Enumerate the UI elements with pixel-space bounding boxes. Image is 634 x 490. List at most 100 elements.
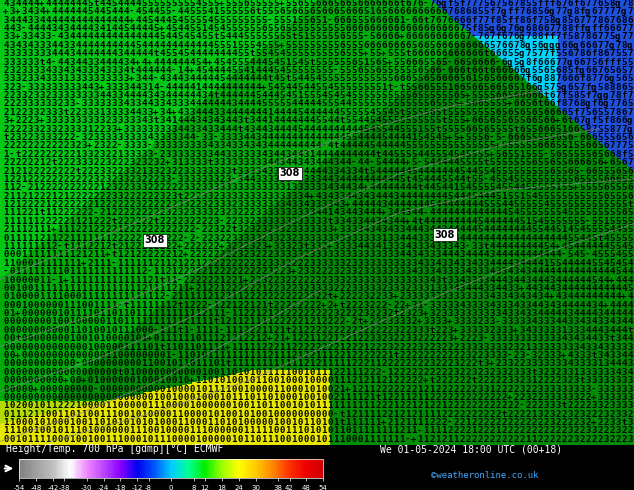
Text: 1: 1 xyxy=(339,435,344,444)
Text: 8: 8 xyxy=(531,7,536,16)
Text: 4: 4 xyxy=(429,167,434,175)
Text: 2: 2 xyxy=(309,351,314,360)
Text: 1: 1 xyxy=(117,259,122,268)
Text: f: f xyxy=(525,74,531,83)
Text: 3: 3 xyxy=(207,133,212,142)
Text: 0: 0 xyxy=(213,368,218,377)
Text: 6: 6 xyxy=(423,49,429,58)
Text: 1: 1 xyxy=(429,426,434,436)
Text: 1: 1 xyxy=(333,435,339,444)
Text: 7: 7 xyxy=(621,142,626,150)
Text: 3: 3 xyxy=(255,175,261,184)
Text: f: f xyxy=(603,116,609,125)
Text: 6: 6 xyxy=(453,66,458,75)
Text: 0: 0 xyxy=(93,426,98,436)
Text: 4: 4 xyxy=(519,309,524,318)
Text: 4: 4 xyxy=(303,116,308,125)
Text: 2: 2 xyxy=(507,435,512,444)
Text: 4: 4 xyxy=(447,217,453,226)
Text: 4: 4 xyxy=(201,99,207,108)
Text: 2: 2 xyxy=(207,225,212,234)
Text: 1: 1 xyxy=(261,368,266,377)
Text: 5: 5 xyxy=(213,41,218,50)
Text: 3: 3 xyxy=(69,124,74,134)
Text: 5: 5 xyxy=(291,91,296,100)
Text: 2: 2 xyxy=(159,242,164,251)
Text: 2: 2 xyxy=(387,326,392,335)
Text: 8: 8 xyxy=(561,99,566,108)
Text: 2: 2 xyxy=(135,158,140,167)
Text: 2: 2 xyxy=(75,142,81,150)
Text: 5: 5 xyxy=(381,133,386,142)
Text: 2: 2 xyxy=(99,208,105,218)
Text: 4: 4 xyxy=(399,217,404,226)
Text: 2: 2 xyxy=(225,250,230,259)
Text: 3: 3 xyxy=(369,242,374,251)
Text: 2: 2 xyxy=(381,326,386,335)
Text: 1: 1 xyxy=(57,259,62,268)
Text: -: - xyxy=(93,208,98,218)
Text: 5: 5 xyxy=(423,66,429,75)
Text: 3: 3 xyxy=(369,225,374,234)
Text: 2: 2 xyxy=(333,326,339,335)
Text: t: t xyxy=(435,124,441,134)
Text: 4: 4 xyxy=(3,41,8,50)
Text: 1: 1 xyxy=(345,401,351,410)
Text: 2: 2 xyxy=(465,401,470,410)
Text: 4: 4 xyxy=(129,83,134,92)
Text: 2: 2 xyxy=(201,275,207,285)
Text: 0: 0 xyxy=(39,401,44,410)
Text: 4: 4 xyxy=(381,158,386,167)
Text: 2: 2 xyxy=(441,368,446,377)
Text: 3: 3 xyxy=(369,234,374,243)
Text: 5: 5 xyxy=(525,0,531,8)
Text: 5: 5 xyxy=(327,41,332,50)
Text: 0: 0 xyxy=(255,410,261,418)
Text: 3: 3 xyxy=(519,385,524,393)
Text: 4: 4 xyxy=(165,91,171,100)
Text: -: - xyxy=(75,359,81,368)
Text: 0: 0 xyxy=(147,385,152,393)
Text: 3: 3 xyxy=(33,16,39,24)
Text: 6: 6 xyxy=(483,41,488,50)
Text: 0: 0 xyxy=(195,418,200,427)
Text: 0: 0 xyxy=(117,334,122,343)
Text: 3: 3 xyxy=(543,318,548,326)
Text: 1: 1 xyxy=(219,359,224,368)
Text: 3: 3 xyxy=(117,108,122,117)
Text: 4: 4 xyxy=(243,133,249,142)
Text: 2: 2 xyxy=(561,426,566,436)
Text: 5: 5 xyxy=(621,192,626,201)
Text: 3: 3 xyxy=(339,242,344,251)
Text: 5: 5 xyxy=(597,208,602,218)
Text: 3: 3 xyxy=(219,183,224,192)
Text: 5: 5 xyxy=(471,158,476,167)
Text: 4: 4 xyxy=(135,0,140,8)
Text: 0: 0 xyxy=(27,426,32,436)
Text: 2: 2 xyxy=(195,200,200,209)
Text: 1: 1 xyxy=(63,225,68,234)
Text: 6: 6 xyxy=(357,0,363,8)
Text: 1: 1 xyxy=(255,359,261,368)
Text: 0: 0 xyxy=(195,401,200,410)
Text: 0: 0 xyxy=(117,318,122,326)
Text: 6: 6 xyxy=(297,0,302,8)
Text: 3: 3 xyxy=(201,150,207,159)
Text: 2: 2 xyxy=(459,410,464,418)
Text: 2: 2 xyxy=(63,167,68,175)
Text: 4: 4 xyxy=(177,116,183,125)
Text: 1: 1 xyxy=(381,242,386,251)
Text: 1: 1 xyxy=(69,326,74,335)
Text: 4: 4 xyxy=(273,83,278,92)
Text: 1: 1 xyxy=(75,242,81,251)
Text: 2: 2 xyxy=(243,326,249,335)
Text: 6: 6 xyxy=(621,108,626,117)
Text: 2: 2 xyxy=(471,393,476,402)
Text: 5: 5 xyxy=(339,66,344,75)
Text: 2: 2 xyxy=(279,267,285,276)
Text: 6: 6 xyxy=(327,7,332,16)
Text: 2: 2 xyxy=(225,234,230,243)
Text: 0: 0 xyxy=(99,385,105,393)
Text: 4: 4 xyxy=(465,284,470,293)
Text: 1: 1 xyxy=(15,200,20,209)
